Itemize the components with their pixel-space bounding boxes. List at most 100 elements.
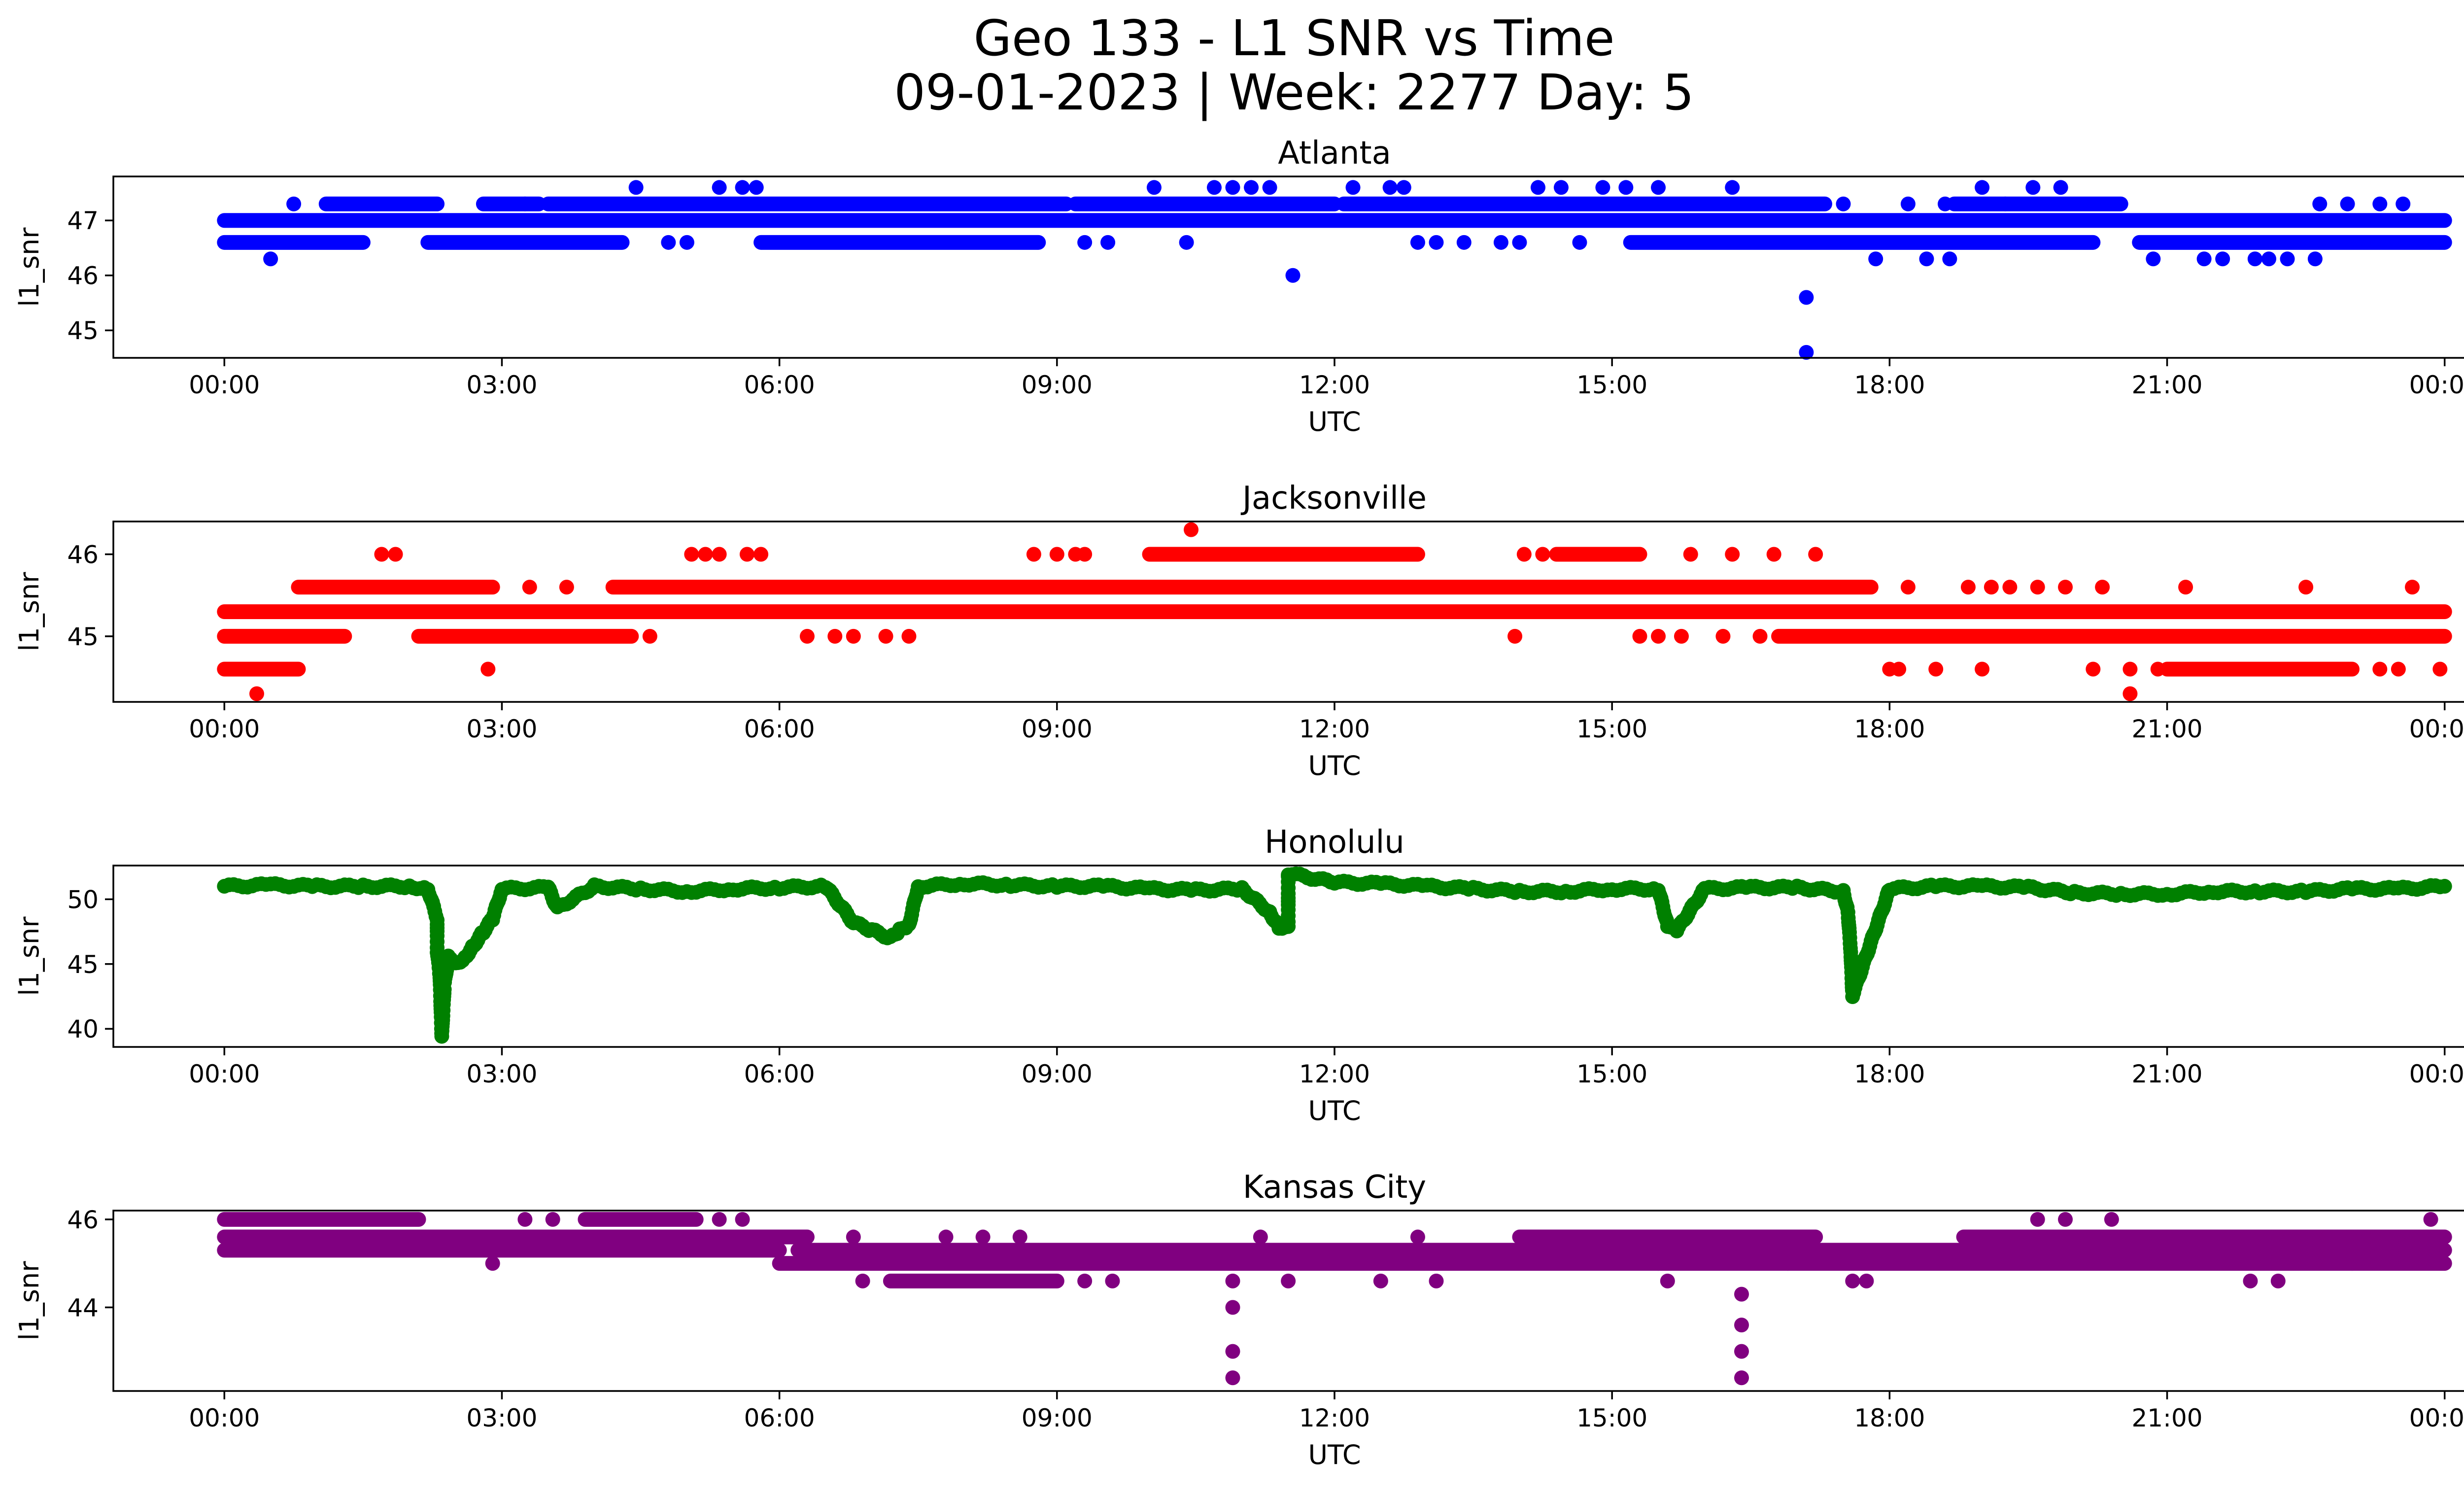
data-point-0-38: [1919, 251, 1934, 267]
x-tick-label-3-6: 18:00: [1854, 1404, 1925, 1432]
data-point-1-14: [846, 628, 861, 644]
data-point-1-18: [1049, 547, 1064, 562]
x-tick-label-0-7: 21:00: [2131, 371, 2202, 399]
y-tick-label-1-0: 45: [67, 623, 99, 651]
marks-2: [217, 866, 2452, 1044]
panel-title-2: Honolulu: [1265, 824, 1404, 861]
data-point-1-32: [1715, 628, 1731, 644]
data-point-0-55: [2396, 196, 2411, 211]
x-tick-label-3-2: 06:00: [744, 1404, 815, 1432]
data-point-3-1: [517, 1212, 533, 1227]
data-point-1-6: [642, 628, 657, 644]
data-point-1-20: [1077, 547, 1093, 562]
data-point-3-5: [846, 1229, 861, 1245]
y-tick-label-0-1: 46: [67, 262, 99, 290]
data-point-0-10: [1100, 235, 1116, 250]
x-tick-label-0-4: 12:00: [1299, 371, 1370, 399]
panel-3: 00:00 03:00 06:00 09:00 12:00 15:00 18:00 21:00…: [14, 1169, 2464, 1470]
y-axis-label-1: l1_snr: [14, 572, 45, 652]
data-point-0-25: [1512, 235, 1527, 250]
data-point-3-14: [1225, 1344, 1240, 1359]
panel-title-3: Kansas City: [1243, 1169, 1426, 1206]
x-tick-label-2-7: 21:00: [2131, 1060, 2202, 1088]
data-point-1-33: [1725, 547, 1740, 562]
data-point-0-36: [1868, 251, 1883, 267]
x-tick-label-3-4: 12:00: [1299, 1404, 1370, 1432]
data-point-1-57: [2405, 580, 2420, 595]
data-point-3-19: [1410, 1229, 1425, 1245]
data-point-0-14: [1225, 180, 1240, 195]
data-point-0-44: [2053, 180, 2068, 195]
data-point-0-51: [2307, 251, 2323, 267]
data-point-1-1: [374, 547, 389, 562]
data-point-1-7: [684, 547, 699, 562]
data-point-3-12: [1225, 1273, 1240, 1288]
data-point-3-28: [1845, 1273, 1860, 1288]
data-point-1-55: [2372, 661, 2388, 677]
data-point-1-13: [827, 628, 843, 644]
data-point-1-17: [1026, 547, 1041, 562]
data-point-1-45: [2030, 580, 2045, 595]
data-point-1-15: [878, 628, 893, 644]
data-point-0-1: [286, 196, 302, 211]
data-point-3-34: [2270, 1273, 2286, 1288]
x-tick-label-2-1: 03:00: [466, 1060, 537, 1088]
y-tick-label-3-0: 44: [67, 1293, 99, 1322]
data-point-3-36: [2423, 1212, 2438, 1227]
data-point-0-32: [1725, 180, 1740, 195]
data-point-0-45: [2146, 251, 2161, 267]
data-point-0-33: [1799, 290, 1814, 305]
data-point-3-27: [1780, 1256, 1795, 1271]
data-point-3-13: [1225, 1300, 1240, 1315]
data-point-1-36: [1808, 547, 1823, 562]
data-point-0-23: [1456, 235, 1472, 250]
data-point-0-37: [1900, 196, 1916, 211]
data-point-0-41: [1975, 180, 1990, 195]
data-point-0-12: [1179, 235, 1194, 250]
data-point-1-40: [1928, 661, 1944, 677]
data-point-0-52: [2312, 196, 2327, 211]
data-point-3-15: [1225, 1370, 1240, 1386]
data-point-3-29: [1859, 1273, 1874, 1288]
data-point-1-41: [1960, 580, 1976, 595]
x-axis-label-2: UTC: [1308, 1095, 1361, 1126]
data-point-1-53: [2178, 580, 2193, 595]
data-point-1-44: [2002, 580, 2018, 595]
data-point-0-16: [1262, 180, 1277, 195]
x-tick-label-1-8: 00:00: [2409, 715, 2464, 743]
data-point-3-8: [975, 1229, 991, 1245]
data-point-0-31: [1651, 180, 1666, 195]
data-point-1-42: [1975, 661, 1990, 677]
x-tick-label-1-4: 12:00: [1299, 715, 1370, 743]
marks-3: [217, 1212, 2452, 1386]
x-tick-label-3-0: 00:00: [189, 1404, 260, 1432]
data-point-1-23: [1262, 604, 1277, 619]
x-tick-label-3-1: 03:00: [466, 1404, 537, 1432]
data-point-1-54: [2298, 580, 2314, 595]
x-tick-label-0-8: 00:00: [2409, 371, 2464, 399]
data-point-1-22: [1216, 604, 1231, 619]
data-point-3-35: [2345, 1256, 2360, 1271]
y-tick-label-3-1: 46: [67, 1206, 99, 1234]
data-point-0-29: [1595, 180, 1610, 195]
x-axis-label-1: UTC: [1308, 750, 1361, 781]
data-point-3-31: [2058, 1212, 2073, 1227]
data-point-3-4: [735, 1212, 750, 1227]
y-axis-label-0: l1_snr: [14, 227, 45, 307]
x-tick-label-0-2: 06:00: [744, 371, 815, 399]
data-point-0-21: [1410, 235, 1425, 250]
x-tick-label-0-0: 00:00: [189, 371, 260, 399]
panel-1: 00:00 03:00 06:00 09:00 12:00 15:00 18:00 21:00…: [14, 480, 2464, 781]
y-axis-label-2: l1_snr: [14, 916, 45, 996]
data-point-3-16: [1253, 1229, 1268, 1245]
data-point-0-35: [1836, 196, 1851, 211]
data-point-0-4: [661, 235, 676, 250]
figure-title-line1: Geo 133 - L1 SNR vs Time: [974, 9, 1615, 67]
data-point-0-19: [1382, 180, 1398, 195]
marks-0: [217, 180, 2452, 360]
data-point-1-11: [753, 547, 769, 562]
data-point-0-22: [1429, 235, 1444, 250]
data-point-0-15: [1244, 180, 1259, 195]
data-point-0-42: [1998, 196, 2013, 211]
data-point-0-34: [1799, 345, 1814, 360]
